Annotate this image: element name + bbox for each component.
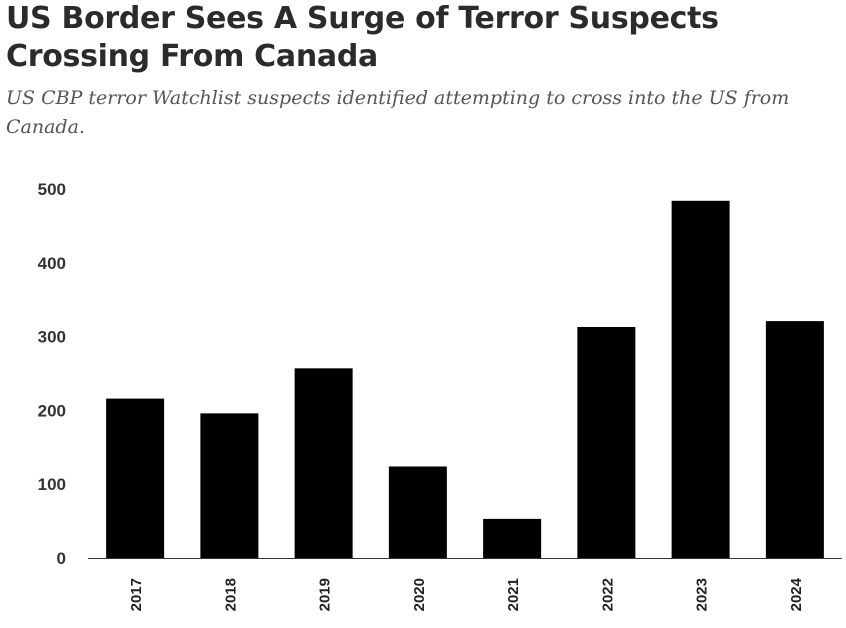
y-axis-ticks: 0 100 200 300 400 500: [38, 180, 66, 568]
x-tick-label: 2017: [128, 578, 145, 611]
x-axis-labels: 2017 2018 2019 2020 2021 2022 2023 2024: [128, 577, 805, 611]
bar-2017: [106, 398, 165, 558]
bar-2022: [577, 327, 636, 558]
y-tick-label: 200: [38, 401, 66, 420]
chart-title: US Border Sees A Surge of Terror Suspect…: [6, 1, 719, 74]
chart-subtitle: US CBP terror Watchlist suspects identif…: [6, 87, 790, 138]
x-tick-label: 2020: [411, 578, 428, 611]
x-tick-label: 2023: [694, 578, 711, 611]
x-tick-label: 2021: [505, 578, 522, 611]
y-tick-label: 400: [38, 254, 66, 273]
bar-2024: [765, 321, 824, 558]
x-tick-label: 2022: [599, 578, 616, 611]
bar-2018: [200, 413, 259, 558]
bar-2020: [388, 466, 447, 558]
y-tick-label: 300: [38, 328, 66, 347]
bars: [106, 200, 824, 559]
bar-2021: [483, 518, 542, 558]
bar-2019: [294, 368, 353, 558]
x-tick-label: 2018: [222, 578, 239, 611]
y-tick-label: 100: [38, 475, 66, 494]
bar-2023: [671, 200, 730, 559]
y-tick-label: 0: [57, 549, 66, 568]
y-tick-label: 500: [38, 180, 66, 199]
x-tick-label: 2019: [317, 578, 334, 611]
x-tick-label: 2024: [788, 577, 805, 611]
